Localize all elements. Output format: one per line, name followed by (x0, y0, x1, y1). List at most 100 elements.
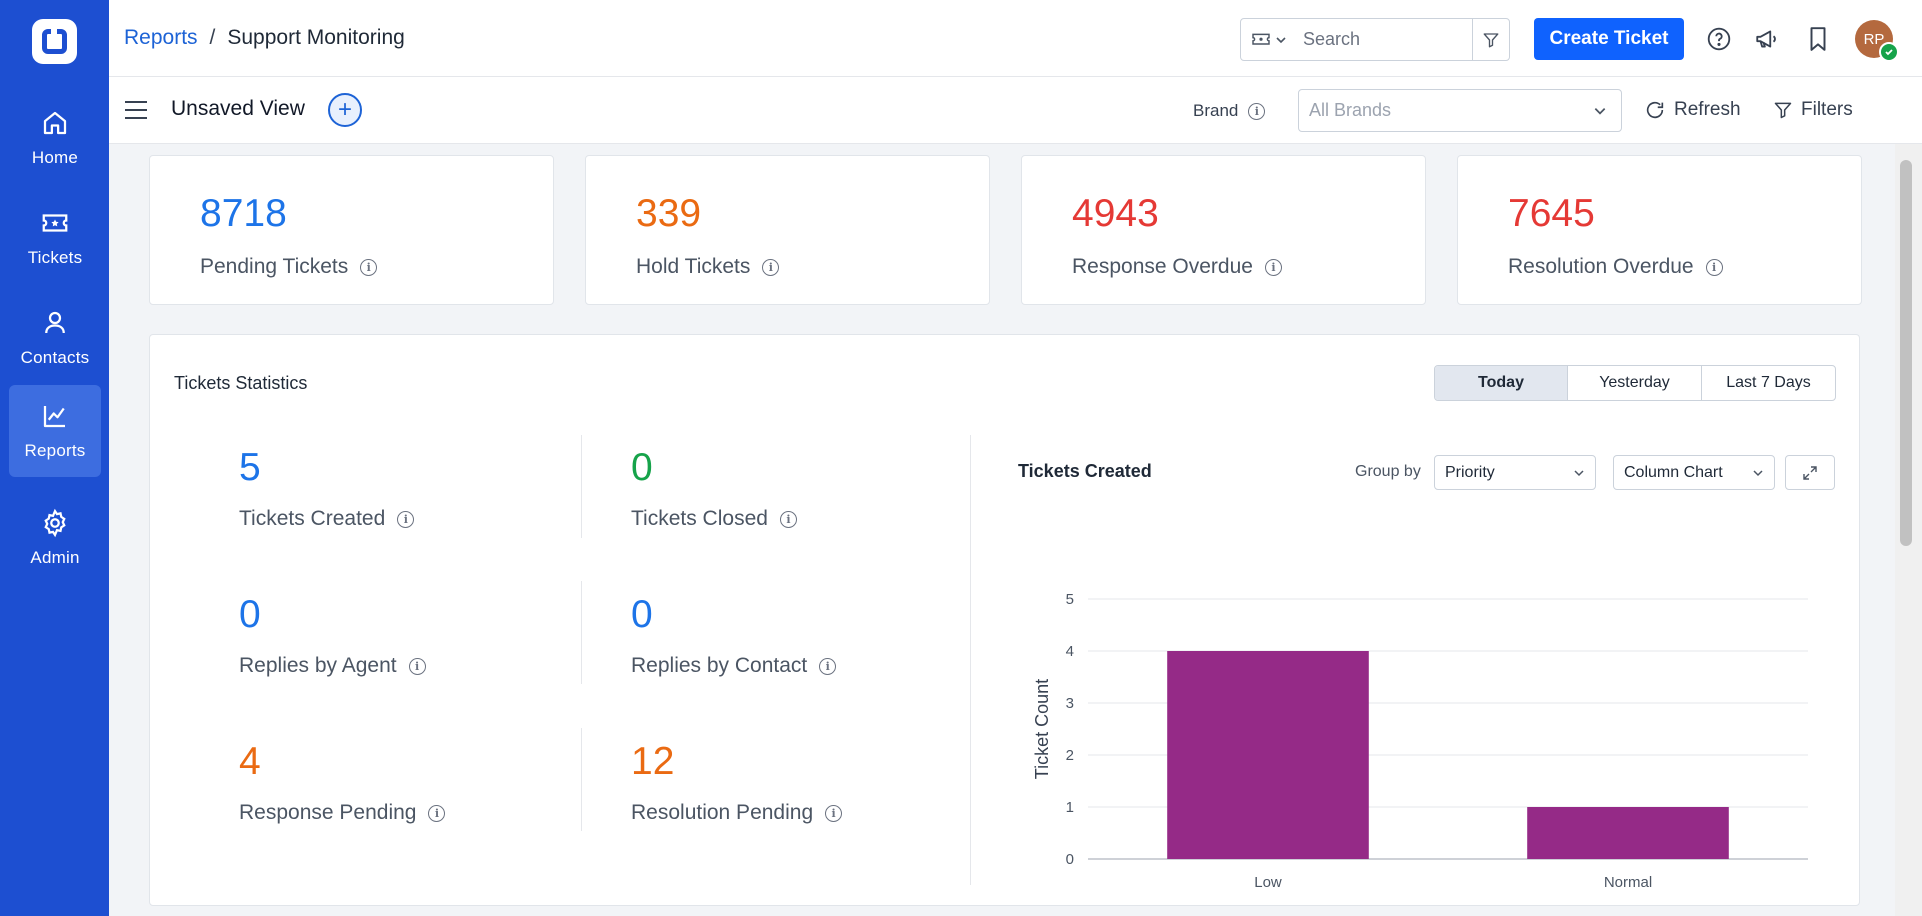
info-icon[interactable]: i (825, 804, 843, 822)
breadcrumb-reports-link[interactable]: Reports (124, 26, 198, 49)
breadcrumb: Reports / Support Monitoring (124, 26, 405, 50)
metric-value: 4 (239, 740, 261, 783)
kpi-value: 7645 (1508, 192, 1595, 235)
metric-label: Replies by Agent i (239, 654, 569, 678)
metric-response-pending[interactable]: 4 Response Pending i (239, 740, 569, 825)
divider (970, 435, 971, 885)
avatar-initials: RP (1863, 30, 1885, 48)
metric-resolution-pending[interactable]: 12 Resolution Pending i (631, 740, 961, 825)
funnel-icon (1774, 102, 1792, 119)
chart-line-icon (43, 406, 65, 428)
divider (581, 581, 582, 684)
metric-value: 0 (239, 593, 261, 636)
kpi-label-text: Response Overdue (1072, 255, 1253, 278)
announcements-button[interactable] (1752, 24, 1782, 54)
group-by-select[interactable]: Priority (1434, 455, 1596, 490)
bar-normal (1527, 807, 1729, 859)
bookmarks-button[interactable] (1803, 24, 1833, 54)
refresh-icon (1646, 101, 1664, 119)
view-toolbar: Unsaved View + Brand i All Brands Refres… (109, 77, 1922, 144)
kpi-label: Pending Tickets i (200, 255, 378, 279)
help-button[interactable] (1704, 24, 1734, 54)
stats-title: Tickets Statistics (174, 373, 308, 393)
search-input[interactable]: Search (1303, 29, 1361, 49)
menu-icon[interactable] (125, 98, 147, 122)
app-logo[interactable] (32, 19, 77, 64)
sidebar-item-label: Contacts (20, 348, 90, 367)
metric-label-text: Tickets Created (239, 507, 386, 530)
kpi-value: 339 (636, 192, 702, 235)
refresh-button[interactable]: Refresh (1644, 99, 1741, 121)
page-scrollbar[interactable] (1895, 144, 1922, 916)
metric-replies-by-agent[interactable]: 0 Replies by Agent i (239, 593, 569, 678)
range-today-button[interactable]: Today (1435, 366, 1568, 400)
metric-label: Tickets Created i (239, 507, 569, 531)
sidebar-item-contacts[interactable]: Contacts (9, 292, 101, 384)
user-avatar[interactable]: RP (1855, 20, 1899, 62)
chevron-down-icon (1574, 469, 1584, 476)
metric-tickets-closed[interactable]: 0 Tickets Closed i (631, 446, 961, 531)
kpi-label: Hold Tickets i (636, 255, 780, 279)
tickets-created-chart: 012345LowNormalPriorityTicket Count (1032, 591, 1808, 891)
expand-chart-button[interactable] (1785, 455, 1835, 490)
sidebar-item-label: Tickets (27, 248, 83, 267)
sidebar-item-tickets[interactable]: Tickets (9, 192, 101, 284)
chart-type-value: Column Chart (1624, 463, 1723, 481)
sidebar-item-label: Admin (30, 548, 80, 567)
view-title: Unsaved View (171, 97, 305, 120)
home-icon (43, 111, 67, 135)
info-icon[interactable]: i (779, 510, 797, 528)
scrollbar-thumb[interactable] (1900, 160, 1912, 546)
divider (581, 728, 582, 831)
search-filter-button[interactable] (1472, 19, 1509, 60)
megaphone-icon (1756, 30, 1776, 48)
info-icon[interactable]: i (397, 510, 415, 528)
sidebar-item-label: Home (31, 148, 79, 167)
chevron-down-icon (1594, 107, 1606, 115)
metric-value: 12 (631, 740, 675, 783)
funnel-icon (1483, 32, 1499, 47)
kpi-label: Resolution Overdue i (1508, 255, 1723, 279)
gear-icon (44, 508, 66, 538)
group-by-label: Group by (1355, 463, 1421, 480)
info-icon[interactable]: i (1264, 258, 1282, 276)
person-icon (45, 311, 65, 334)
kpi-card-pending-tickets[interactable]: 8718 Pending Tickets i (149, 155, 554, 305)
metric-replies-by-contact[interactable]: 0 Replies by Contact i (631, 593, 961, 678)
create-ticket-button[interactable]: Create Ticket (1534, 18, 1684, 60)
ticket-icon (42, 214, 68, 232)
y-tick-label: 3 (1066, 695, 1074, 712)
range-last-7-days-button[interactable]: Last 7 Days (1726, 374, 1811, 391)
info-icon[interactable]: i (408, 657, 426, 675)
metric-label-text: Resolution Pending (631, 801, 814, 824)
info-icon[interactable]: i (762, 258, 780, 276)
metric-label-text: Replies by Contact (631, 654, 808, 677)
sidebar-item-admin[interactable]: Admin (9, 492, 101, 584)
kpi-label-text: Resolution Overdue (1508, 255, 1694, 278)
filters-button[interactable]: Filters (1773, 99, 1853, 121)
kpi-label: Response Overdue i (1072, 255, 1282, 279)
metric-label: Replies by Contact i (631, 654, 961, 678)
chart-title: Tickets Created (1018, 461, 1152, 481)
metric-tickets-created[interactable]: 5 Tickets Created i (239, 446, 569, 531)
range-yesterday-button[interactable]: Yesterday (1568, 366, 1702, 400)
brand-select[interactable]: All Brands (1298, 89, 1622, 132)
sidebar-item-home[interactable]: Home (9, 92, 101, 184)
info-icon[interactable]: i (1705, 258, 1723, 276)
kpi-label-text: Pending Tickets (200, 255, 349, 278)
add-view-button[interactable]: + (328, 93, 362, 127)
info-icon[interactable]: i (428, 804, 446, 822)
metric-label-text: Tickets Closed (631, 507, 768, 530)
search-type-select[interactable] (1241, 19, 1297, 60)
info-icon[interactable]: i (819, 657, 837, 675)
chart-type-select[interactable]: Column Chart (1613, 455, 1775, 490)
y-tick-label: 1 (1066, 799, 1074, 816)
kpi-card-hold-tickets[interactable]: 339 Hold Tickets i (585, 155, 990, 305)
info-icon[interactable]: i (360, 258, 378, 276)
kpi-card-response-overdue[interactable]: 4943 Response Overdue i (1021, 155, 1426, 305)
group-by-value: Priority (1445, 463, 1495, 481)
sidebar-item-reports[interactable]: Reports (9, 385, 101, 477)
kpi-card-resolution-overdue[interactable]: 7645 Resolution Overdue i (1457, 155, 1862, 305)
info-icon[interactable]: i (1248, 102, 1266, 120)
brand-select-value: All Brands (1309, 100, 1392, 120)
